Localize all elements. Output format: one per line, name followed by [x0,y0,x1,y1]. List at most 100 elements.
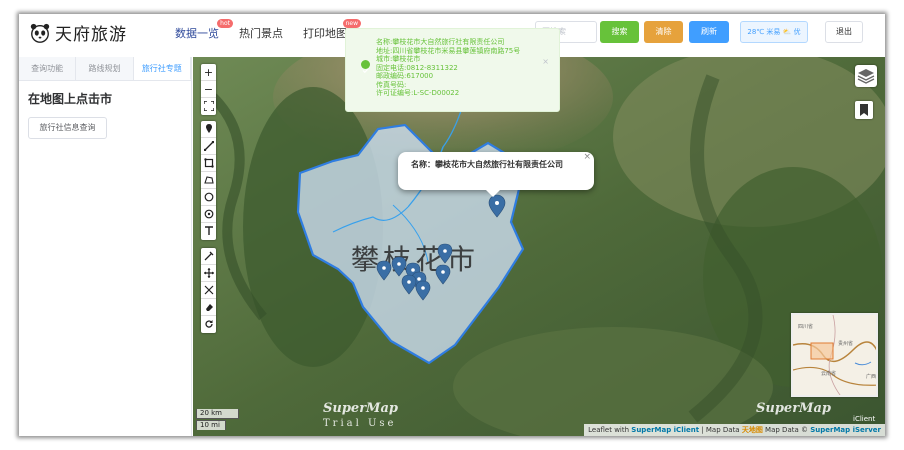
edit-toolbar [201,248,216,333]
minimap-view: 四川省 贵州省 云南省 广西 [793,315,876,395]
draw-toolbar [201,121,216,240]
sidebar-heading: 在地图上点击市 [28,92,113,106]
draw-polygon-button[interactable] [201,172,216,189]
minimap-label: 广西 [866,373,876,380]
scissors-icon [204,285,213,295]
exit-button[interactable]: 退出 [825,21,863,43]
map-marker-icon [488,194,506,218]
move-icon [203,268,214,278]
app-window: 天府旅游 数据一览 hot 热门景点 打印地图 new 区搜索 搜索 清除 刷新… [19,14,885,436]
map-marker-icon [415,280,431,301]
supermap-logo: SuperMap [756,401,831,416]
attr-iserver-link[interactable]: SuperMap iServer [810,426,881,434]
tab-travel-agency[interactable]: 旅行社专题 [133,57,191,80]
minimap-label: 四川省 [798,323,813,330]
nav-label: 数据一览 [175,27,219,40]
minimap-label: 贵州省 [838,340,853,347]
eraser-icon [205,304,213,311]
sidebar-tabs: 查询功能 路线规划 旅行社专题 [19,57,191,81]
text-icon [204,226,213,235]
nav-data-overview[interactable]: 数据一览 hot [175,19,233,41]
edit-button[interactable] [201,248,216,265]
draw-circle-button[interactable] [201,189,216,206]
tab-query[interactable]: 查询功能 [19,57,77,80]
marker-icon [205,124,212,133]
attr-tianditu: 天地图 [741,426,763,434]
map-view[interactable]: 攀枝花市 + − [193,57,885,436]
draw-rectangle-button[interactable] [201,155,216,172]
weather-widget[interactable]: 28℃ 米易 ⛅ 优 [740,21,808,43]
attr-iclient-link[interactable]: SuperMap iClient [631,426,700,434]
draw-polyline-button[interactable] [201,138,216,155]
draw-text-button[interactable] [201,223,216,240]
message-line: 固定电话:0812-8311322 [376,63,458,72]
search-button[interactable]: 搜索 [600,21,639,43]
rectangle-icon [203,158,214,168]
message-line: 许可证编号:L-SC-D00022 [376,89,460,97]
tab-route-planning[interactable]: 路线规划 [76,57,134,80]
map-marker-icon [401,274,417,295]
edit-icon [204,251,213,261]
map-marker-icon [391,256,407,277]
logo: 天府旅游 [29,20,127,45]
agency-query-button[interactable]: 旅行社信息查询 [28,117,107,139]
minimap-label: 云南省 [821,370,836,377]
cut-button[interactable] [201,282,216,299]
layers-button[interactable] [855,65,877,87]
zoom-out-button[interactable]: − [201,81,216,98]
success-message: 名称:攀枝花市大自然旅行社有限责任公司 地址:四川省攀枝花市米易县攀莲镇府南路7… [345,28,560,112]
rotate-icon [204,320,213,328]
attr-leaflet: Leaflet with [588,426,632,434]
fullscreen-icon [202,100,215,112]
nav-label: 打印地图 [303,27,347,40]
message-line: 城市:攀枝花市 [376,55,421,63]
circle-marker-icon [204,209,213,219]
main-nav: 数据一览 hot 热门景点 打印地图 new [175,19,367,41]
zoom-controls: + − [201,64,216,115]
message-line: 地址:四川省攀枝花市米易县攀莲镇府南路75号 [376,46,521,55]
panda-logo-icon [30,23,50,43]
map-marker-icon [376,260,392,281]
nav-hot-spots[interactable]: 热门景点 [239,25,283,41]
popup-close-icon[interactable]: × [583,152,591,162]
bookmark-button[interactable] [855,101,873,119]
polyline-icon [203,140,214,152]
app-title: 天府旅游 [55,25,127,45]
scale-mi: 10 mi [196,420,226,430]
attr-mid2: Map Data © [762,426,811,434]
message-line: 名称:攀枝花市大自然旅行社有限责任公司 [376,38,505,46]
map-marker-icon [437,243,453,264]
drag-button[interactable] [201,265,216,282]
zoom-in-button[interactable]: + [201,64,216,81]
message-close-icon[interactable]: × [542,57,549,66]
nav-label: 热门景点 [239,27,283,40]
polygon-icon [203,176,214,184]
rotate-button[interactable] [201,316,216,333]
circle-icon [204,192,213,202]
hot-badge: hot [217,19,233,28]
refresh-button[interactable]: 刷新 [689,21,729,43]
clear-button[interactable]: 清除 [644,21,683,43]
scale-km: 20 km [196,409,239,419]
nav-print-map[interactable]: 打印地图 new [303,19,361,41]
success-check-icon [361,60,370,74]
draw-circle-marker-button[interactable] [201,206,216,223]
erase-button[interactable] [201,299,216,316]
message-line: 邮政编码:617000 [376,72,434,80]
marker-popup: 名称：攀枝花市大自然旅行社有限责任公司 × [398,152,594,197]
map-attribution: Leaflet with SuperMap iClient | Map Data… [584,424,885,436]
minimap[interactable]: 四川省 贵州省 云南省 广西 [791,313,878,397]
supermap-watermark: SuperMap [323,401,398,416]
draw-marker-button[interactable] [201,121,216,138]
map-marker-icon [435,264,451,285]
bookmark-icon [860,104,868,116]
satellite-basemap [193,57,885,436]
fullscreen-button[interactable] [201,98,216,115]
new-badge: new [342,19,361,28]
message-line: 传真号码: [376,80,407,89]
layers-icon [857,69,875,84]
popup-tip [486,190,500,197]
sidebar: 查询功能 路线规划 旅行社专题 在地图上点击市 旅行社信息查询 [19,57,192,436]
attr-mid: | Map Data [699,426,742,434]
trial-use-watermark: Trial Use [323,418,397,429]
